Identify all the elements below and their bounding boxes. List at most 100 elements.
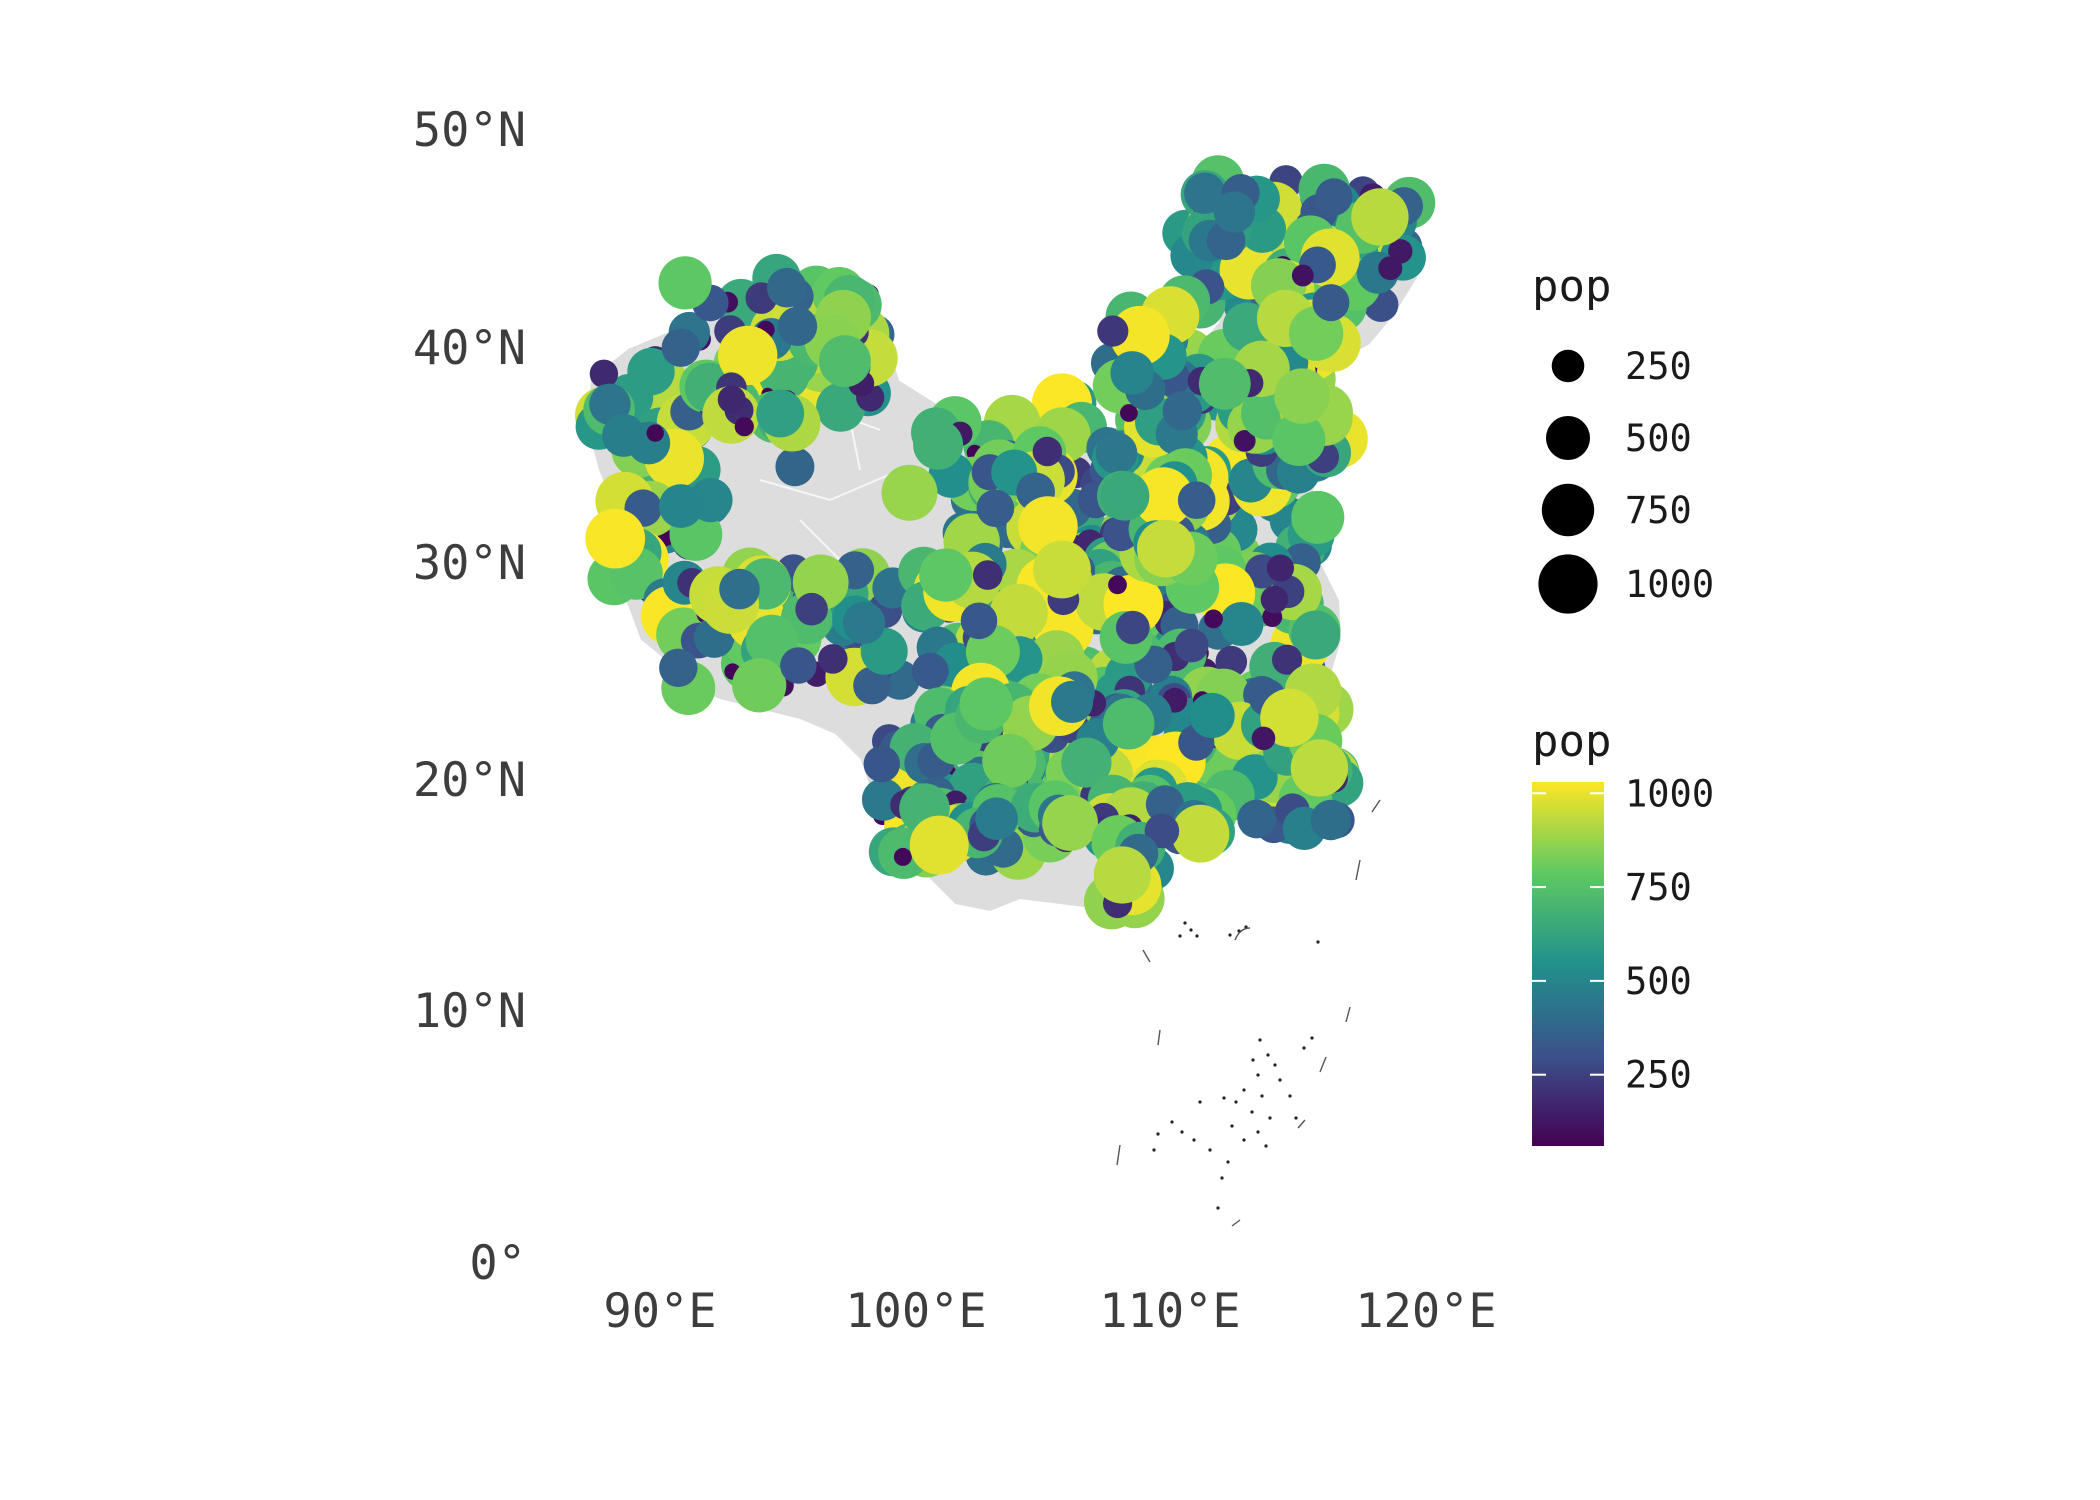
city-point-815 <box>909 815 969 875</box>
city-point-173 <box>659 648 698 687</box>
city-point-603 <box>960 602 998 640</box>
city-point-182 <box>780 647 817 684</box>
city-point-754 <box>1189 692 1235 739</box>
island-dot <box>1256 1073 1260 1077</box>
size-legend-label: 750 <box>1625 489 1692 532</box>
island-dot <box>1156 1132 1160 1136</box>
size-legend-key <box>1546 416 1590 460</box>
color-legend: pop 250 500 750 1000 <box>1532 716 1714 1146</box>
city-point-607 <box>1116 610 1150 645</box>
province-border-1 <box>759 469 901 502</box>
city-point-847 <box>1171 804 1230 863</box>
size-legend-key <box>1538 554 1598 614</box>
city-point-755 <box>863 745 900 783</box>
lon-tick-label: 100°E <box>845 1284 986 1339</box>
city-point-445 <box>1120 404 1138 422</box>
city-point-467 <box>1312 284 1350 322</box>
city-point-170 <box>853 666 891 705</box>
island-dot <box>1288 1094 1292 1098</box>
lon-tick-label: 120°E <box>1355 1284 1496 1339</box>
city-point-817 <box>975 797 1018 840</box>
nine-dash-segment <box>1234 927 1251 941</box>
south-china-sea-islands <box>1116 799 1381 1227</box>
city-point-854 <box>1144 813 1180 849</box>
island-dot <box>1258 1038 1262 1042</box>
city-point-597 <box>1174 628 1209 663</box>
city-point-604 <box>1108 575 1127 595</box>
island-dot <box>1183 921 1187 925</box>
nine-dash-segment <box>1319 1056 1327 1073</box>
lat-tick-label: 10°N <box>413 984 526 1039</box>
island-dot <box>1170 1120 1174 1124</box>
island-dot <box>1260 1094 1264 1098</box>
city-point-92 <box>717 385 746 414</box>
city-point-466 <box>1097 315 1129 347</box>
city-point-82 <box>777 306 818 346</box>
lon-tick-label: 110°E <box>1099 1284 1240 1339</box>
city-point-373 <box>1378 256 1403 281</box>
city-point-379 <box>1184 172 1226 214</box>
island-dot <box>1189 928 1193 932</box>
city-point-587 <box>1260 585 1289 614</box>
island-dot <box>1266 1053 1270 1057</box>
city-point-77 <box>819 335 871 388</box>
city-point-461 <box>1162 391 1203 431</box>
island-dot <box>1278 1078 1282 1082</box>
city-point-222 <box>881 464 938 521</box>
city-point-11 <box>589 359 619 388</box>
city-point-583 <box>1266 554 1294 582</box>
island-dot <box>1216 1206 1220 1210</box>
city-point-878 <box>1100 471 1150 521</box>
city-point-313 <box>976 489 1015 527</box>
color-legend-title: pop <box>1532 716 1611 767</box>
city-point-775 <box>982 733 1037 789</box>
island-dot <box>1294 1116 1298 1120</box>
city-point-84 <box>718 325 778 386</box>
size-legend-key <box>1541 483 1595 537</box>
axis-labels: 50°N 40°N 30°N 20°N 10°N 0° 90°E 100°E 110°E 120°… <box>413 103 1497 1339</box>
city-point-185 <box>842 601 886 645</box>
island-dot <box>1234 1100 1238 1104</box>
city-point-309 <box>1291 490 1345 544</box>
color-legend-label: 250 <box>1625 1054 1692 1097</box>
island-dot <box>1242 1138 1246 1142</box>
island-dot <box>1316 940 1320 944</box>
city-point-768 <box>1102 697 1155 750</box>
city-point-367 <box>1315 178 1353 216</box>
lat-tick-label: 0° <box>469 1236 526 1291</box>
city-point-605 <box>1272 644 1303 675</box>
city-point-315 <box>1032 436 1063 467</box>
lat-tick-label: 50°N <box>413 103 526 158</box>
city-point-769 <box>959 677 1013 731</box>
island-dot <box>1250 1110 1254 1114</box>
city-point-590 <box>1204 609 1223 629</box>
city-point-861 <box>1093 846 1151 904</box>
city-point-459 <box>1198 357 1251 410</box>
city-point-745 <box>1290 739 1349 797</box>
city-point-56 <box>661 328 700 367</box>
island-dot <box>1178 934 1182 938</box>
island-dot <box>1152 1148 1156 1152</box>
lat-tick-label: 20°N <box>413 753 526 808</box>
city-point-227 <box>913 419 964 470</box>
city-point-572 <box>972 560 1003 590</box>
size-legend-label: 500 <box>1625 417 1692 460</box>
nine-dash-segment <box>1142 949 1151 963</box>
city-point-776 <box>1051 680 1094 724</box>
nine-dash-segment <box>1297 1119 1306 1129</box>
color-legend-label: 500 <box>1625 960 1692 1003</box>
city-point-561 <box>1291 610 1341 660</box>
city-point-460 <box>1095 432 1138 474</box>
island-dot <box>1198 1100 1202 1104</box>
island-dot <box>1220 1176 1224 1180</box>
island-dot <box>1310 1036 1314 1040</box>
city-point-24 <box>627 347 675 396</box>
city-point-386 <box>1351 188 1409 246</box>
city-point-463 <box>1110 305 1170 366</box>
nine-dash-segment <box>1355 859 1361 881</box>
city-point-464 <box>1110 351 1154 395</box>
size-legend-label: 1000 <box>1625 563 1714 606</box>
island-dot <box>1256 1130 1260 1134</box>
nine-dash-segment <box>1371 799 1381 813</box>
city-point-114 <box>585 508 646 569</box>
